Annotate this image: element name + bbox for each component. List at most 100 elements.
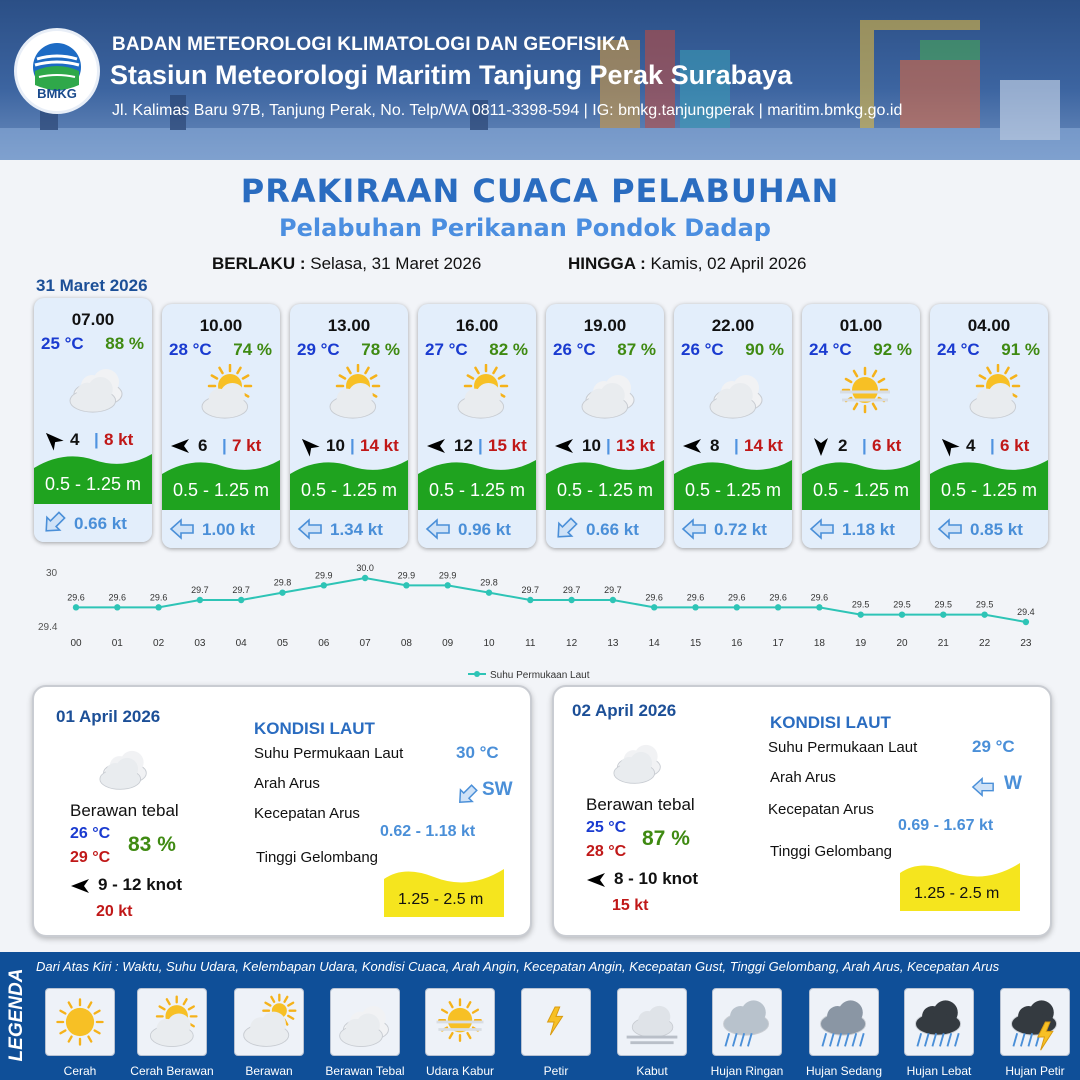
sst-line-chart: 30 29.4 29.60029.60129.60229.70329.70429… [38,563,1035,681]
data-label: 29.5 [976,600,994,610]
wind-gust: 6 kt [872,436,902,455]
legend-label: Petir [543,1064,569,1078]
card-wind: 2 | 6 kt [810,434,914,456]
legend-icon-box [521,988,591,1056]
chart-marks: 29.6 00 29.6 01 29.6 02 29.7 03 29.7 04 29.8 05 29.9… [67,563,1034,649]
data-point [981,611,988,618]
current-speed: 1.34 kt [330,520,383,539]
card-time: 13.00 [327,316,371,335]
weather-icon [969,364,1021,419]
current-dir-label: Arah Arus [770,769,836,786]
data-label: 29.7 [232,585,250,595]
data-label: 29.6 [67,592,85,602]
forecast-card: 10.00 28 °C 74 % 6 | 7 kt 0.5 - 1.25 m 1… [162,304,280,548]
panel-tmin: 26 °C [70,825,111,842]
wind-speed: 10 [326,436,345,455]
legend-icon-box [617,988,687,1056]
legend-label: Hujan Lebat [906,1064,972,1078]
current-speed: 0.96 kt [458,520,511,539]
forecast-card: 13.00 29 °C 78 % 10 | 14 kt 0.5 - 1.25 m… [290,304,408,548]
x-tick-label: 06 [318,638,330,649]
wave-band-yellow [384,869,504,917]
data-point [609,596,617,604]
data-point [527,596,534,604]
panel-wind: 8 - 10 knot [614,869,699,888]
legend-label: Kabut [636,1064,668,1078]
wind-separator: | [862,436,867,455]
card-current: 0.66 kt [34,504,152,542]
valid-from-label: BERLAKU : [212,254,306,273]
panel-tmax: 28 °C [586,843,627,860]
current-speed-range: 0.69 - 1.67 kt [898,817,994,834]
x-tick-label: 12 [566,638,578,649]
udara-kabur-icon [436,998,484,1042]
data-point [1022,618,1030,626]
wave-band [34,454,152,504]
wave-height: 0.5 - 1.25 m [812,480,910,500]
panel-condition: Berawan tebal [70,801,179,820]
data-point [816,604,823,611]
legend-label: Hujan Petir [1005,1064,1065,1078]
weather-icon [99,750,147,790]
card-humidity: 82 % [489,340,528,359]
data-label: 29.6 [728,592,746,602]
legend-label: Cerah [63,1064,97,1078]
current-speed: 0.85 kt [970,520,1023,539]
wave-label: Tinggi Gelombang [256,849,379,866]
card-time: 19.00 [583,316,627,335]
card-humidity: 87 % [617,340,656,359]
data-point [403,582,410,589]
current-direction: SW [482,779,513,800]
x-tick-label: 15 [690,638,702,649]
data-point [568,596,575,604]
forecast-card: 16.00 27 °C 82 % 12 | 15 kt 0.5 - 1.25 m… [418,304,536,548]
wave-height: 0.5 - 1.25 m [428,480,526,500]
wind-separator: | [222,436,227,455]
legend-icon-box [425,988,495,1056]
current-speed-range: 0.62 - 1.18 kt [380,823,476,840]
card-current: 0.72 kt [674,510,792,548]
legend-side: LEGENDA [0,952,32,1080]
chart-legend: Suhu Permukaan Laut [468,670,590,681]
legend-icon-box [45,988,115,1056]
current-arrow-icon [937,518,962,540]
legend-icon-box [234,988,304,1056]
current-arrow-icon [459,784,478,803]
legend-item-hujan-lebat: Hujan Lebat [892,982,986,1080]
current-speed-label: Kecepatan Arus [254,805,360,822]
wind-separator: | [94,430,99,449]
data-label: 29.6 [645,592,663,602]
wave-band-yellow [900,863,1020,911]
legend-label: Hujan Ringan [710,1064,784,1078]
wind-arrow-icon [814,438,828,456]
card-current: 1.18 kt [802,510,920,548]
hujan-ringan-icon [723,1000,770,1047]
weather-icon [709,375,763,419]
weather-icon [581,375,635,419]
org-name: BADAN METEOROLOGI KLIMATOLOGI DAN GEOFIS… [112,34,630,55]
card-humidity: 91 % [1001,340,1040,359]
legend-bar: LEGENDA Dari Atas Kiri : Waktu, Suhu Uda… [0,952,1080,1080]
wave-band [162,460,280,510]
forecast-date: 31 Maret 2026 [36,276,148,295]
card-temp: 26 °C [553,340,596,359]
sea-condition-header: KONDISI LAUT [770,713,891,732]
valid-from: BERLAKU : Selasa, 31 Maret 2026 [212,254,481,274]
panel-date: 02 April 2026 [572,701,677,720]
legend-item-kabut: Kabut [605,982,699,1080]
panel-humidity: 87 % [642,827,690,850]
current-arrow-icon [681,518,706,540]
station-address: Jl. Kalimas Baru 97B, Tanjung Perak, No.… [112,102,903,119]
forecast-card: 07.00 25 °C 88 % 4 | 8 kt 0.5 - 1.25 m 0… [34,298,152,542]
day-panel: 01 April 2026 Berawan tebal 26 °C 29 °C … [32,685,532,937]
data-label: 30.0 [356,563,374,573]
card-current: 1.00 kt [162,510,280,548]
wind-arrow-icon [171,439,189,453]
wave-height: 0.5 - 1.25 m [940,480,1038,500]
legend-item-hujan-petir: Hujan Petir [988,982,1080,1080]
data-point [155,604,162,611]
panel-humidity: 83 % [128,833,176,856]
wind-separator: | [734,436,739,455]
legend-title: LEGENDA [6,968,27,1062]
data-label: 29.6 [811,592,829,602]
